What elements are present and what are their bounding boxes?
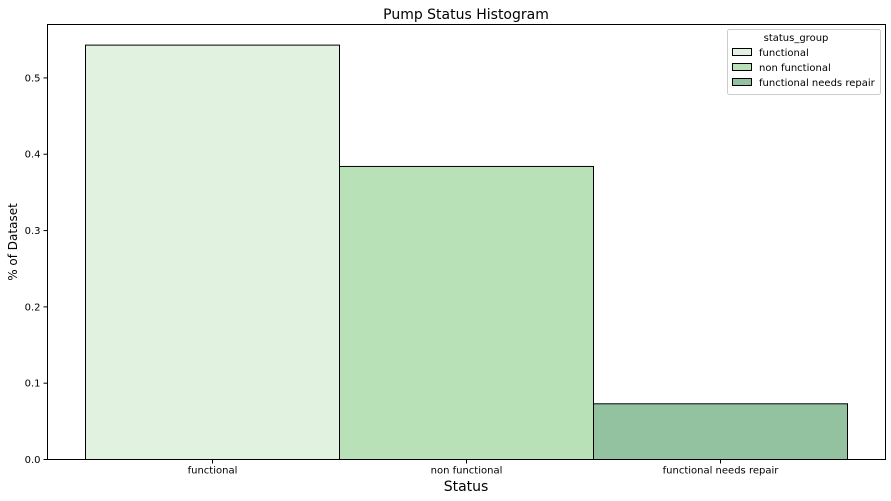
legend-label: functional [759,48,809,59]
y-tick-label: 0.3 [25,226,41,237]
legend-swatch [732,63,752,71]
x-tick-label: non functional [431,466,503,477]
x-axis: functional non functional functional needs… [188,459,780,477]
legend-swatch [732,48,752,56]
bar-functional [85,44,340,461]
y-axis-label: % of Dataset [6,203,20,281]
legend-label: non functional [759,63,831,74]
y-tick-label: 0.0 [25,455,41,466]
y-tick-label: 0.2 [25,302,41,313]
bar-functional-needs-repair [593,403,848,460]
y-tick-label: 0.1 [25,379,41,390]
x-tick-label: functional [188,466,238,477]
y-axis: 0.0 0.1 0.2 0.3 0.4 0.5 [25,73,48,466]
legend-label: functional needs repair [759,78,876,89]
chart-title: Pump Status Histogram [383,7,549,23]
legend: status_group functional non functional fun… [727,29,881,95]
bars-layer [85,44,848,461]
x-axis-label: Status [444,479,489,495]
y-tick-label: 0.4 [25,150,41,161]
y-tick-label: 0.5 [25,73,41,84]
legend-swatch [732,78,752,86]
legend-title: status_group [764,33,829,44]
plot-frame [47,24,886,460]
legend-box [727,29,881,95]
x-tick-label: functional needs repair [663,466,780,477]
bar-non-functional [339,165,594,461]
